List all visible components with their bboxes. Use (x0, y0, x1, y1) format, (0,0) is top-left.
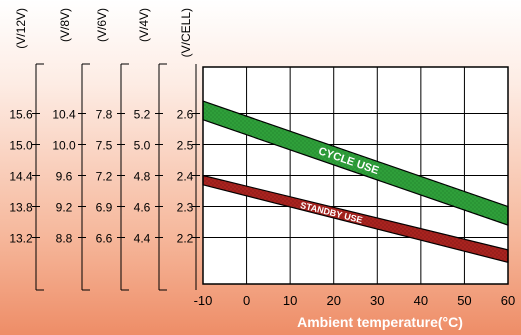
voltage-tick-label: 6.6 (96, 232, 113, 246)
voltage-tick-label: 5.0 (134, 139, 151, 153)
voltage-tick-label: 2.6 (177, 108, 194, 122)
voltage-tick-label: 13.2 (9, 232, 33, 246)
voltage-tick-label: 15.0 (9, 139, 33, 153)
voltage-tick-label: 15.6 (9, 108, 33, 122)
voltage-tick-label: 9.6 (56, 170, 73, 184)
x-tick-label: 0 (243, 293, 250, 308)
voltage-tick-label: 2.5 (177, 139, 194, 153)
voltage-scale-unit: (V/CELL) (179, 8, 193, 57)
voltage-tick-label: 7.2 (96, 170, 113, 184)
voltage-tick-label: 2.3 (177, 201, 194, 215)
x-tick-label: 10 (283, 293, 297, 308)
voltage-tick-label: 6.9 (96, 201, 113, 215)
plot-frame (202, 66, 509, 285)
x-tick-label: 40 (414, 293, 428, 308)
voltage-tick-label: 10.0 (52, 139, 76, 153)
x-axis-label: Ambient temperature(°C) (297, 314, 463, 330)
voltage-tick-label: 5.2 (134, 108, 151, 122)
voltage-tick-label: 13.8 (9, 201, 33, 215)
cycle-use-band-texture (203, 101, 508, 226)
voltage-tick-label: 8.8 (56, 232, 73, 246)
voltage-scale-unit: (V/6V) (95, 8, 109, 42)
x-tick-label: 60 (501, 293, 515, 308)
voltage-tick-label: 9.2 (56, 201, 73, 215)
x-tick-labels: -10 0 10 20 30 40 50 60 (194, 293, 516, 308)
voltage-tick-label: 7.5 (96, 139, 113, 153)
voltage-scale-unit: (V/8V) (58, 8, 72, 42)
voltage-tick-label: 4.8 (134, 170, 151, 184)
voltage-scale-unit: (V/4V) (137, 8, 151, 42)
voltage-tick-label: 14.4 (9, 170, 33, 184)
x-tick-label: 50 (457, 293, 471, 308)
voltage-tick-label: 2.4 (177, 170, 194, 184)
voltage-tick-label: 7.8 (96, 108, 113, 122)
voltage-scale-unit: (V/12V) (14, 8, 28, 49)
voltage-scales: 15.6 15.0 14.4 13.8 13.2 (V/12V) 10.4 10.0 9.6 9.… (9, 8, 200, 291)
x-tick-label: 30 (370, 293, 384, 308)
voltage-tick-label: 4.6 (134, 201, 151, 215)
voltage-tick-label: 4.4 (134, 232, 151, 246)
standby-use-band-texture (203, 175, 508, 263)
x-tick-label: -10 (194, 293, 213, 308)
voltage-tick-label: 2.2 (177, 232, 194, 246)
voltage-tick-label: 10.4 (52, 108, 76, 122)
x-tick-label: 20 (326, 293, 340, 308)
